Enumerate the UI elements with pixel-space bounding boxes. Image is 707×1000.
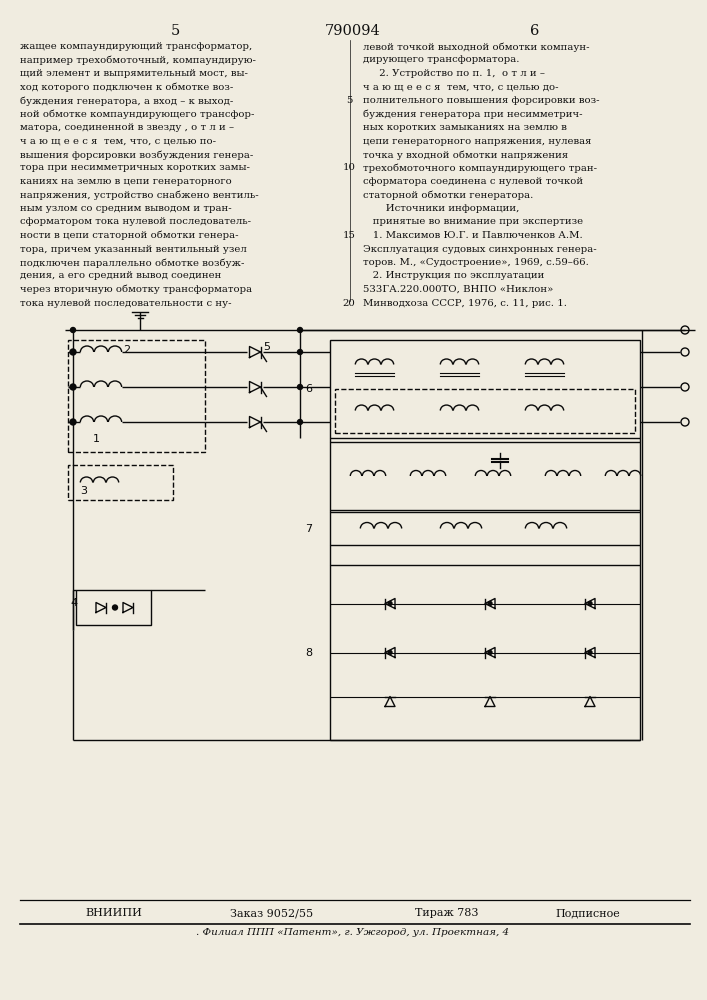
- Circle shape: [388, 650, 392, 654]
- Text: сформатором тока нулевой последователь-: сформатором тока нулевой последователь-: [20, 218, 251, 227]
- Text: принятые во внимание при экспертизе: принятые во внимание при экспертизе: [363, 218, 583, 227]
- Text: ных коротких замыканиях на землю в: ных коротких замыканиях на землю в: [363, 123, 567, 132]
- Circle shape: [112, 605, 117, 610]
- Text: каниях на землю в цепи генераторного: каниях на землю в цепи генераторного: [20, 177, 232, 186]
- Circle shape: [70, 349, 76, 355]
- Text: 6: 6: [530, 24, 539, 38]
- Bar: [68, 465, 173, 500]
- Text: 5: 5: [346, 96, 352, 105]
- Circle shape: [588, 650, 592, 654]
- Text: 3: 3: [80, 486, 87, 496]
- Text: буждения генератора, а вход – к выход-: буждения генератора, а вход – к выход-: [20, 96, 233, 105]
- Text: ным узлом со средним выводом и тран-: ным узлом со средним выводом и тран-: [20, 204, 232, 213]
- Text: 15: 15: [343, 231, 356, 240]
- Text: трехобмоточного компаундирующего тран-: трехобмоточного компаундирующего тран-: [363, 163, 597, 173]
- Circle shape: [298, 420, 303, 424]
- Text: . Филиал ППП «Патент», г. Ужгород, ул. Проектная, 4: . Филиал ППП «Патент», г. Ужгород, ул. П…: [197, 928, 510, 937]
- Text: буждения генератора при несимметрич-: буждения генератора при несимметрич-: [363, 109, 583, 119]
- Bar: [330, 512, 640, 545]
- Text: точка у входной обмотки напряжения: точка у входной обмотки напряжения: [363, 150, 568, 159]
- Text: 7: 7: [305, 524, 312, 534]
- Circle shape: [388, 601, 392, 605]
- Text: 2: 2: [123, 345, 130, 355]
- Text: Подписное: Подписное: [555, 908, 620, 918]
- Text: 790094: 790094: [325, 24, 381, 38]
- Bar: [330, 565, 640, 740]
- Text: 10: 10: [343, 163, 356, 172]
- Text: ход которого подключен к обмотке воз-: ход которого подключен к обмотке воз-: [20, 83, 233, 92]
- Text: 1: 1: [93, 434, 100, 444]
- Text: цепи генераторного напряжения, нулевая: цепи генераторного напряжения, нулевая: [363, 136, 591, 145]
- Text: дения, а его средний вывод соединен: дения, а его средний вывод соединен: [20, 271, 221, 280]
- Text: левой точкой выходной обмотки компаун-: левой точкой выходной обмотки компаун-: [363, 42, 590, 51]
- Text: подключен параллельно обмотке возбуж-: подключен параллельно обмотке возбуж-: [20, 258, 245, 267]
- Text: торов. М., «Судостроение», 1969, с.59–66.: торов. М., «Судостроение», 1969, с.59–66…: [363, 258, 589, 267]
- Text: Заказ 9052/55: Заказ 9052/55: [230, 908, 313, 918]
- Text: ВНИИПИ: ВНИИПИ: [85, 908, 142, 918]
- Text: 6: 6: [305, 384, 312, 394]
- Text: ности в цепи статорной обмотки генера-: ности в цепи статорной обмотки генера-: [20, 231, 238, 240]
- Text: 20: 20: [343, 298, 356, 308]
- Text: 2. Устройство по п. 1,  о т л и –: 2. Устройство по п. 1, о т л и –: [363, 69, 545, 78]
- Text: дирующего трансформатора.: дирующего трансформатора.: [363, 55, 520, 64]
- Circle shape: [588, 601, 592, 605]
- Circle shape: [70, 419, 76, 425]
- Text: 533ГА.220.000ТО, ВНПО «Никлон»: 533ГА.220.000ТО, ВНПО «Никлон»: [363, 285, 554, 294]
- Text: щий элемент и выпрямительный мост, вы-: щий элемент и выпрямительный мост, вы-: [20, 69, 248, 78]
- Text: статорной обмотки генератора.: статорной обмотки генератора.: [363, 190, 533, 200]
- Circle shape: [488, 650, 492, 654]
- Circle shape: [71, 328, 76, 332]
- Text: Минводхоза СССР, 1976, с. 11, рис. 1.: Минводхоза СССР, 1976, с. 11, рис. 1.: [363, 298, 567, 308]
- Text: ч а ю щ е е с я  тем, что, с целью до-: ч а ю щ е е с я тем, что, с целью до-: [363, 83, 559, 92]
- Text: через вторичную обмотку трансформатора: через вторичную обмотку трансформатора: [20, 285, 252, 294]
- Text: ч а ю щ е е с я  тем, что, с целью по-: ч а ю щ е е с я тем, что, с целью по-: [20, 136, 216, 145]
- Text: 4: 4: [70, 598, 77, 608]
- Bar: [335, 389, 635, 433]
- Text: ной обмотке компаундирующего трансфор-: ной обмотке компаундирующего трансфор-: [20, 109, 255, 119]
- Bar: [68, 340, 205, 452]
- Circle shape: [298, 328, 303, 332]
- Text: тора при несимметричных коротких замы-: тора при несимметричных коротких замы-: [20, 163, 250, 172]
- Circle shape: [298, 350, 303, 355]
- Bar: [330, 442, 640, 510]
- Text: Эксплуатация судовых синхронных генера-: Эксплуатация судовых синхронных генера-: [363, 244, 597, 253]
- Text: Тираж 783: Тираж 783: [415, 908, 479, 918]
- Text: жащее компаундирующий трансформатор,: жащее компаундирующий трансформатор,: [20, 42, 252, 51]
- Bar: [330, 340, 640, 438]
- Text: матора, соединенной в звезду , о т л и –: матора, соединенной в звезду , о т л и –: [20, 123, 234, 132]
- Text: 8: 8: [305, 648, 312, 658]
- Text: тора, причем указанный вентильный узел: тора, причем указанный вентильный узел: [20, 244, 247, 253]
- Text: 2. Инструкция по эксплуатации: 2. Инструкция по эксплуатации: [363, 271, 544, 280]
- Bar: [76, 590, 151, 625]
- Text: полнительного повышения форсировки воз-: полнительного повышения форсировки воз-: [363, 96, 600, 105]
- Circle shape: [70, 384, 76, 390]
- Text: вышения форсировки возбуждения генера-: вышения форсировки возбуждения генера-: [20, 150, 253, 159]
- Text: напряжения, устройство снабжено вентиль-: напряжения, устройство снабжено вентиль-: [20, 190, 259, 200]
- Text: сформатора соединена с нулевой точкой: сформатора соединена с нулевой точкой: [363, 177, 583, 186]
- Text: например трехобмоточный, компаундирую-: например трехобмоточный, компаундирую-: [20, 55, 256, 65]
- Circle shape: [298, 384, 303, 389]
- Text: 5: 5: [263, 342, 270, 352]
- Text: 5: 5: [170, 24, 180, 38]
- Text: Источники информации,: Источники информации,: [363, 204, 520, 213]
- Text: тока нулевой последовательности с ну-: тока нулевой последовательности с ну-: [20, 298, 231, 308]
- Circle shape: [488, 601, 492, 605]
- Text: 1. Максимов Ю.Г. и Павлюченков А.М.: 1. Максимов Ю.Г. и Павлюченков А.М.: [363, 231, 583, 240]
